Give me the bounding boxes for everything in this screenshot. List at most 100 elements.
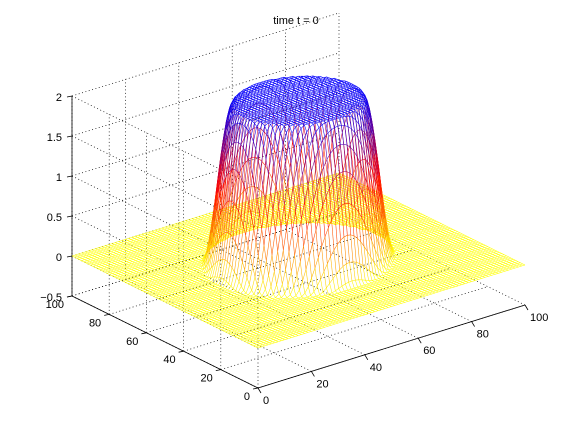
mesh-segment [145, 270, 148, 271]
mesh-segment [217, 294, 220, 295]
mesh-segment [253, 99, 256, 100]
mesh-segment [233, 321, 236, 322]
mesh-segment [103, 249, 106, 250]
mesh-segment [134, 251, 137, 252]
mesh-segment [201, 316, 204, 317]
mesh-segment [171, 277, 174, 278]
mesh-segment [162, 270, 165, 271]
mesh-segment [196, 295, 199, 296]
mesh-segment [150, 272, 153, 273]
mesh-segment [197, 225, 200, 226]
mesh-segment [177, 307, 180, 308]
mesh-segment [177, 299, 180, 300]
mesh-segment [162, 278, 165, 279]
mesh-segment [155, 285, 158, 286]
mesh-segment [95, 261, 98, 262]
mesh-segment [133, 247, 136, 248]
mesh-segment [245, 295, 248, 296]
mesh-segment [149, 269, 152, 270]
mesh-segment [134, 237, 137, 238]
mesh-segment [201, 230, 204, 231]
mesh-segment [253, 205, 256, 206]
mesh-segment [171, 288, 174, 289]
mesh-segment [213, 290, 216, 291]
mesh-segment [101, 253, 104, 254]
mesh-segment [222, 216, 225, 217]
mesh-segment [144, 291, 147, 292]
mesh-segment [163, 238, 166, 239]
mesh-segment [176, 296, 179, 297]
mesh-segment [183, 286, 186, 287]
mesh-segment [129, 262, 132, 263]
mesh-segment [81, 254, 84, 255]
mesh-segment [265, 91, 268, 92]
mesh-segment [161, 229, 164, 230]
mesh-segment [234, 300, 237, 301]
mesh-segment [269, 82, 272, 83]
mesh-segment [186, 311, 189, 312]
mesh-segment [132, 268, 135, 269]
mesh-segment [180, 257, 183, 258]
mesh-segment [166, 237, 169, 238]
mesh-segment [191, 263, 194, 264]
mesh-segment [170, 266, 173, 267]
mesh-segment [149, 231, 152, 232]
mesh-segment [164, 255, 167, 256]
mesh-segment [214, 312, 217, 313]
mesh-segment [162, 227, 165, 228]
mesh-segment [119, 252, 122, 253]
mesh-segment [195, 267, 198, 268]
mesh-segment [188, 313, 191, 314]
mesh-segment [197, 250, 200, 251]
mesh-segment [188, 251, 191, 252]
mesh-segment [133, 253, 136, 254]
mesh-segment [112, 275, 115, 276]
mesh-segment [112, 256, 115, 257]
mesh-segment [170, 271, 173, 272]
mesh-segment [206, 311, 209, 312]
mesh-segment [175, 231, 178, 232]
mesh-segment [166, 261, 169, 262]
mesh-segment [180, 306, 183, 307]
mesh-segment [180, 268, 183, 269]
mesh-segment [148, 282, 151, 283]
mesh-segment [174, 252, 177, 253]
mesh-segment [158, 284, 161, 285]
mesh-segment [119, 246, 122, 247]
mesh-segment [202, 319, 205, 320]
mesh-segment [141, 254, 144, 255]
mesh-segment [115, 249, 118, 250]
mesh-segment [223, 259, 225, 260]
mesh-segment [182, 283, 185, 284]
mesh-segment [189, 286, 192, 287]
mesh-segment [182, 258, 185, 259]
mesh-segment [255, 206, 258, 207]
mesh-segment [196, 308, 199, 309]
mesh-segment [221, 329, 224, 330]
mesh-segment [116, 266, 119, 267]
mesh-segment [143, 250, 146, 251]
mesh-segment [136, 278, 139, 279]
mesh-segment [194, 251, 197, 252]
mesh-segment [147, 284, 150, 285]
mesh-segment [147, 265, 150, 266]
mesh-segment [237, 318, 240, 319]
mesh-segment [165, 277, 168, 278]
mesh-segment [158, 249, 161, 250]
mesh-segment [118, 248, 121, 249]
mesh-segment [102, 251, 105, 252]
mesh-segment [223, 292, 226, 293]
mesh-segment [199, 253, 202, 254]
mesh-segment [232, 310, 235, 311]
mesh-segment [196, 265, 199, 266]
mesh-segment [129, 280, 132, 281]
mesh-segment [183, 262, 186, 263]
mesh-segment [132, 250, 135, 251]
mesh-segment [90, 253, 93, 254]
mesh-segment [197, 306, 200, 307]
mesh-segment [197, 269, 200, 270]
mesh-segment [137, 263, 140, 264]
mesh-segment [218, 303, 221, 304]
mesh-segment [162, 265, 165, 266]
mesh-segment [246, 235, 248, 245]
